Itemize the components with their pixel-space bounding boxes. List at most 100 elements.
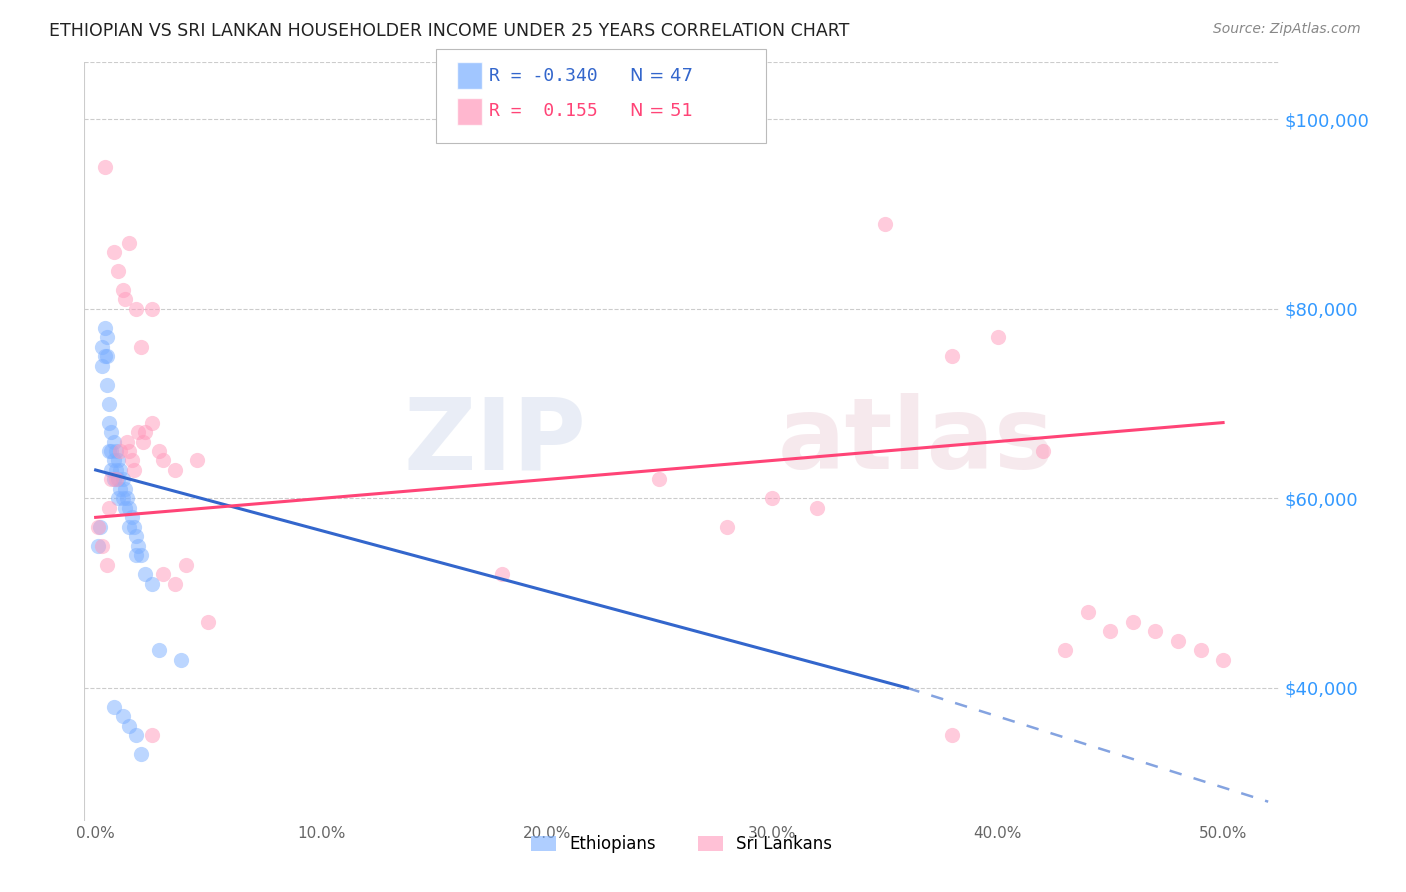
Point [114, 293, 136, 307]
Point [491, 567, 513, 582]
Point [98, 500, 121, 515]
Point [111, 709, 134, 723]
Point [96, 377, 118, 392]
Point [107, 453, 129, 467]
Point [103, 453, 125, 467]
Text: N = 47: N = 47 [630, 67, 693, 85]
Point [141, 301, 163, 316]
Point [125, 529, 148, 543]
Point [111, 472, 134, 486]
Point [1189, 643, 1212, 657]
Point [107, 264, 129, 278]
Point [118, 520, 141, 534]
Point [111, 491, 134, 506]
Point [103, 434, 125, 449]
Point [122, 463, 145, 477]
Point [941, 349, 963, 363]
Point [103, 244, 125, 259]
Point [163, 576, 186, 591]
Point [110, 444, 132, 458]
Point [152, 567, 174, 582]
Point [118, 719, 141, 733]
Point [110, 463, 132, 477]
Text: atlas: atlas [778, 393, 1054, 490]
Point [121, 510, 143, 524]
Point [121, 453, 143, 467]
Point [129, 548, 152, 563]
Point [93, 160, 115, 174]
Point [115, 491, 138, 506]
Point [96, 330, 118, 344]
Point [100, 463, 122, 477]
Point [197, 615, 219, 629]
Point [648, 472, 671, 486]
Point [163, 463, 186, 477]
Point [104, 444, 127, 458]
Point [987, 330, 1010, 344]
Point [148, 444, 170, 458]
Point [134, 425, 156, 439]
Text: R =  0.155: R = 0.155 [489, 103, 598, 120]
Point [98, 396, 121, 410]
Point [122, 520, 145, 534]
Point [89, 520, 111, 534]
Point [1212, 652, 1234, 666]
Point [110, 482, 132, 496]
Point [174, 558, 197, 572]
Point [141, 416, 163, 430]
Point [129, 340, 152, 354]
Point [134, 567, 156, 582]
Point [1144, 624, 1167, 639]
Point [152, 453, 174, 467]
Point [127, 425, 149, 439]
Point [127, 539, 149, 553]
Point [148, 643, 170, 657]
Point [87, 539, 110, 553]
Point [104, 463, 127, 477]
Point [107, 491, 129, 506]
Point [91, 539, 114, 553]
Point [114, 500, 136, 515]
Point [93, 320, 115, 334]
Point [1077, 605, 1099, 619]
Point [1122, 615, 1144, 629]
Point [96, 558, 118, 572]
Point [1099, 624, 1122, 639]
Point [118, 444, 141, 458]
Point [118, 500, 141, 515]
Point [118, 235, 141, 250]
Point [91, 359, 114, 373]
Point [91, 340, 114, 354]
Point [941, 728, 963, 742]
Point [98, 416, 121, 430]
Legend: Ethiopians, Sri Lankans: Ethiopians, Sri Lankans [526, 830, 838, 858]
Text: R = -0.340: R = -0.340 [489, 67, 598, 85]
Point [129, 747, 152, 762]
Text: N = 51: N = 51 [630, 103, 693, 120]
Point [115, 434, 138, 449]
Point [107, 472, 129, 486]
Point [100, 425, 122, 439]
Point [873, 217, 896, 231]
Point [186, 453, 208, 467]
Point [716, 520, 738, 534]
Point [98, 444, 121, 458]
Point [141, 728, 163, 742]
Point [100, 444, 122, 458]
Point [1167, 633, 1189, 648]
Text: Source: ZipAtlas.com: Source: ZipAtlas.com [1213, 22, 1361, 37]
Point [132, 434, 155, 449]
Point [125, 301, 148, 316]
Point [96, 349, 118, 363]
Point [1032, 444, 1054, 458]
Text: ZIP: ZIP [404, 393, 586, 490]
Point [93, 349, 115, 363]
Point [104, 472, 127, 486]
Point [1054, 643, 1077, 657]
Point [141, 576, 163, 591]
Point [125, 728, 148, 742]
Point [100, 472, 122, 486]
Point [87, 520, 110, 534]
Point [170, 652, 193, 666]
Point [125, 548, 148, 563]
